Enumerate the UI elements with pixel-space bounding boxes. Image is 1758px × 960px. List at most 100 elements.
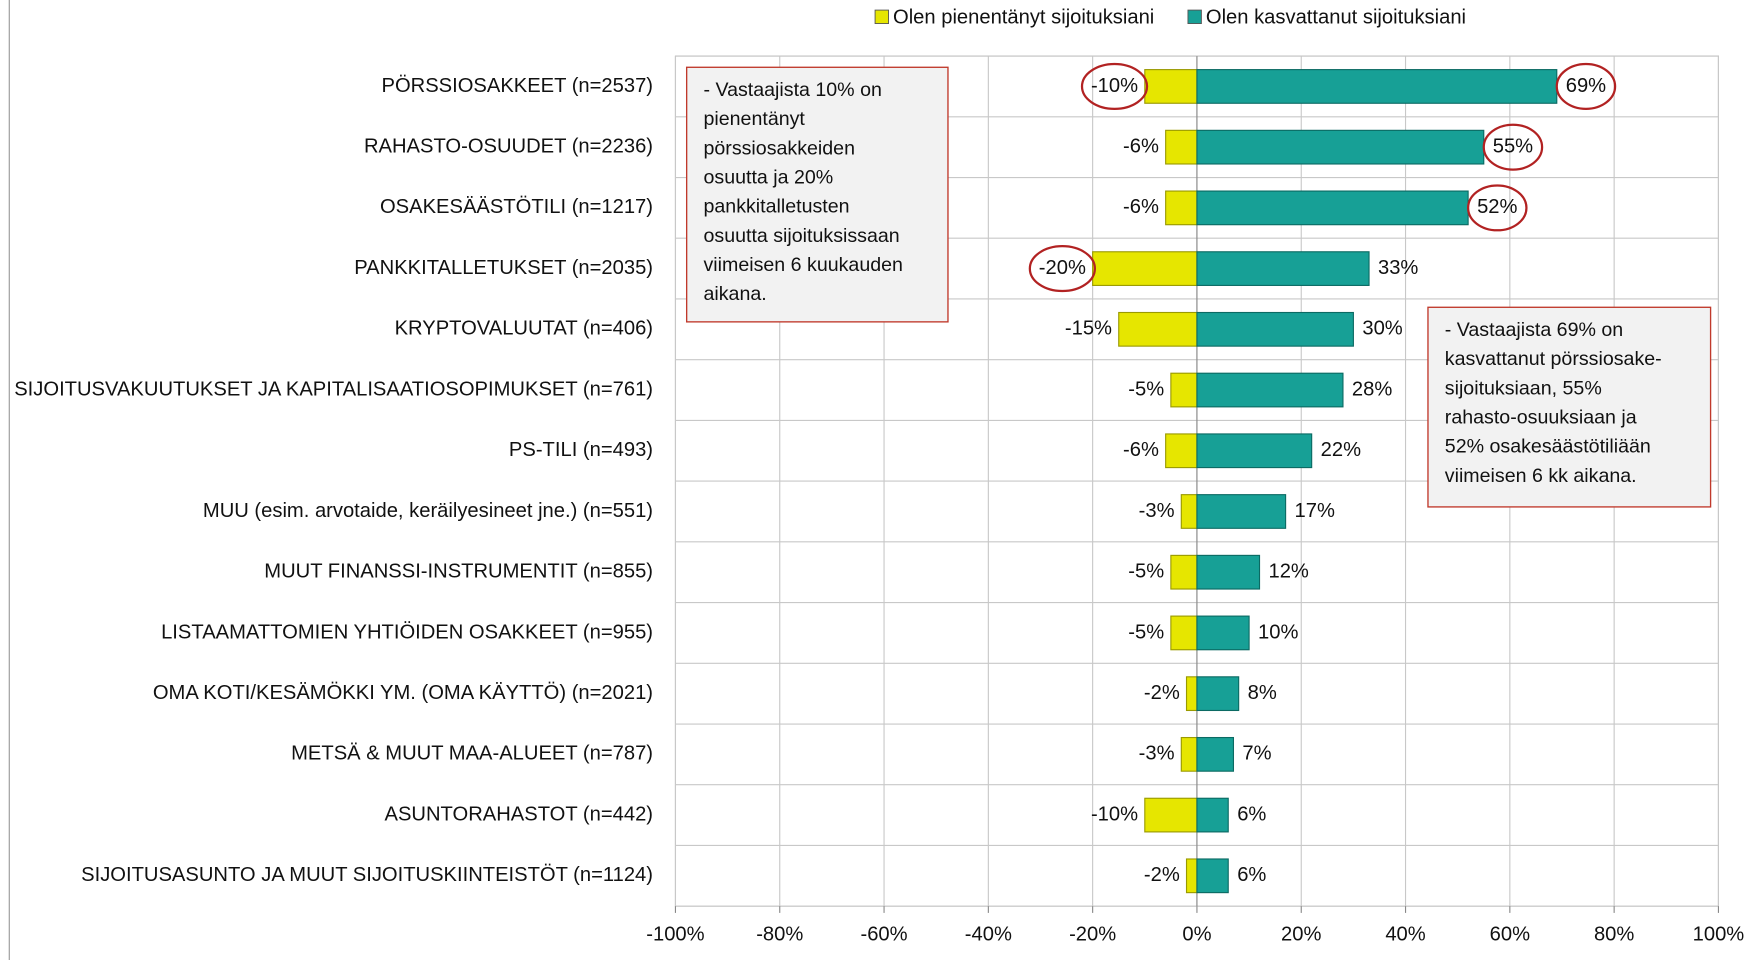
value-label: -15% <box>1065 318 1112 340</box>
highlight-circle <box>1482 123 1544 171</box>
bar <box>1165 190 1198 226</box>
legend-label: Olen kasvattanut sijoituksiani <box>1206 6 1466 28</box>
value-label: 6% <box>1237 803 1266 825</box>
value-label: 33% <box>1378 257 1418 279</box>
bar <box>1196 190 1469 226</box>
value-label: -3% <box>1139 743 1175 765</box>
bar <box>1144 69 1198 104</box>
bar <box>1180 494 1198 529</box>
bar <box>1196 494 1287 529</box>
category-label: SIJOITUSVAKUUTUKSET JA KAPITALISAATIOSOP… <box>14 378 653 400</box>
value-label: 55% <box>1493 135 1533 157</box>
annotation-text: aikana. <box>703 283 766 305</box>
value-label: 22% <box>1321 439 1361 461</box>
bar <box>1170 615 1198 651</box>
x-tick-label: 20% <box>1281 924 1321 946</box>
x-tick-label: 60% <box>1490 924 1530 946</box>
category-label: RAHASTO-OSUUDET (n=2236) <box>364 135 653 157</box>
x-tick-label: -60% <box>860 924 907 946</box>
bar <box>1196 797 1229 833</box>
category-label: PS-TILI (n=493) <box>509 439 653 461</box>
legend-swatch <box>1187 9 1202 24</box>
annotation-text: pörssiosakkeiden <box>703 137 855 159</box>
value-label: 10% <box>1258 621 1298 643</box>
annotation-text: viimeisen 6 kk aikana. <box>1445 465 1637 487</box>
category-label: OMA KOTI/KESÄMÖKKI YM. (OMA KÄYTTÖ) (n=2… <box>153 682 653 704</box>
value-label: -2% <box>1144 864 1180 886</box>
labels: -100% -80% -60% -40% -20% 0% 20% 40% 60% 80% 100% P… <box>14 62 1745 946</box>
value-label: 28% <box>1352 378 1392 400</box>
annotation-box <box>1427 306 1712 508</box>
annotation-text: pankkitalletusten <box>703 196 849 218</box>
value-label: 12% <box>1268 561 1308 583</box>
highlight-circle <box>1080 62 1149 110</box>
value-label: -6% <box>1123 135 1159 157</box>
value-label: -5% <box>1128 561 1164 583</box>
bar <box>1196 433 1313 469</box>
value-label: -20% <box>1039 257 1086 279</box>
category-label: SIJOITUSASUNTO JA MUUT SIJOITUSKIINTEIST… <box>81 864 653 886</box>
bar <box>1196 554 1261 590</box>
bar <box>1170 372 1198 408</box>
bar <box>1196 615 1250 651</box>
legend-swatch <box>874 9 889 24</box>
x-tick-label: -40% <box>965 924 1012 946</box>
value-label: -10% <box>1091 803 1138 825</box>
value-label: -3% <box>1139 500 1175 522</box>
value-label: -6% <box>1123 196 1159 218</box>
x-tick-label: 40% <box>1385 924 1425 946</box>
value-label: -6% <box>1123 439 1159 461</box>
bar <box>1196 372 1344 408</box>
bar <box>1185 676 1198 712</box>
legend-label: Olen pienentänyt sijoituksiani <box>893 6 1154 28</box>
highlight-circle <box>1555 62 1617 110</box>
value-label: 30% <box>1362 318 1402 340</box>
highlight-circle <box>1028 245 1097 293</box>
bar <box>1196 736 1235 772</box>
bar <box>1118 311 1198 347</box>
value-label: -5% <box>1128 621 1164 643</box>
category-label: OSAKESÄÄSTÖTILI (n=1217) <box>380 196 653 218</box>
x-tick-label: 80% <box>1594 924 1634 946</box>
bar <box>1196 676 1240 712</box>
annotation-box <box>685 66 949 323</box>
bar <box>1196 858 1229 894</box>
bar <box>1165 129 1198 165</box>
annotation-text: viimeisen 6 kuukauden <box>703 254 902 276</box>
bar <box>1144 797 1198 833</box>
value-label: -5% <box>1128 378 1164 400</box>
x-tick-label: 0% <box>1182 924 1211 946</box>
bar <box>1196 129 1485 165</box>
annotation-text: - Vastaajista 10% on <box>703 79 881 101</box>
annotation-text: osuutta ja 20% <box>703 167 833 189</box>
bar <box>1196 69 1558 104</box>
bar <box>1185 858 1198 894</box>
bar <box>1092 251 1198 286</box>
value-label: 69% <box>1566 75 1606 97</box>
x-tick-label: -80% <box>756 924 803 946</box>
annotation-text: sijoituksiaan, 55% <box>1445 377 1602 399</box>
category-label: METSÄ & MUUT MAA-ALUEET (n=787) <box>291 743 653 765</box>
annotation-text: 52% osakesäästötiliään <box>1445 436 1651 458</box>
category-label: MUU (esim. arvotaide, keräilyesineet jne… <box>203 500 653 522</box>
x-tick-label: 100% <box>1693 924 1745 946</box>
bars <box>1092 69 1558 894</box>
category-label: LISTAAMATTOMIEN YHTIÖIDEN OSAKKEET (n=95… <box>161 621 653 643</box>
annotation-text: - Vastaajista 69% on <box>1445 319 1623 341</box>
value-label: 8% <box>1248 682 1277 704</box>
annotation-text: rahasto-osuuksiaan ja <box>1445 407 1637 429</box>
x-tick-label: -20% <box>1069 924 1116 946</box>
category-label: ASUNTORAHASTOT (n=442) <box>385 803 653 825</box>
value-label: 52% <box>1477 196 1517 218</box>
value-label: -2% <box>1144 682 1180 704</box>
highlight-circle <box>1467 184 1528 232</box>
bar <box>1170 554 1198 590</box>
annotation-text: kasvattanut pörssiosake- <box>1445 348 1662 370</box>
bar <box>1196 311 1354 347</box>
annotation-text: osuutta sijoituksissaan <box>703 225 899 247</box>
category-label: MUUT FINANSSI-INSTRUMENTIT (n=855) <box>264 561 653 583</box>
category-label: PANKKITALLETUKSET (n=2035) <box>354 257 653 279</box>
category-label: KRYPTOVALUUTAT (n=406) <box>395 318 653 340</box>
value-label: 6% <box>1237 864 1266 886</box>
